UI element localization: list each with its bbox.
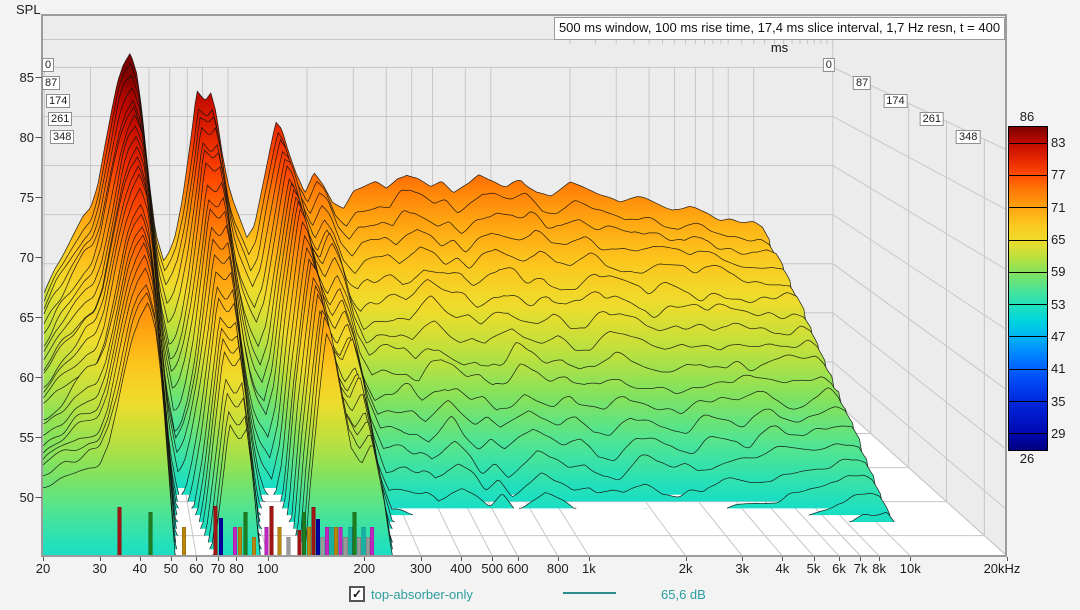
- spl-tick-label: 85: [19, 70, 34, 85]
- time-slice-label-left: 348: [50, 130, 75, 145]
- freq-tick-label: 70: [210, 561, 226, 576]
- colorbar-separator: [1009, 401, 1047, 403]
- freq-tick-label: 300: [410, 561, 432, 576]
- time-slice-label-right: 261: [919, 112, 944, 127]
- freq-tick-label: 4k: [775, 561, 790, 576]
- freq-tick-label: 6k: [832, 561, 846, 576]
- freq-tick-label: 200: [353, 561, 376, 576]
- freq-tick-label: 50: [163, 561, 179, 576]
- freq-tick-label: 10k: [899, 561, 921, 576]
- colorbar-tick-label: 83: [1051, 135, 1066, 151]
- colorbar-tick-label: 41: [1051, 361, 1066, 377]
- freq-tick-label: 20: [35, 561, 51, 576]
- legend-line-swatch: [563, 592, 616, 594]
- time-slice-label-left: 0: [42, 58, 55, 73]
- colorbar-tick-label: 77: [1051, 167, 1066, 183]
- colorbar-separator: [1009, 336, 1047, 338]
- time-slice-label-left: 174: [46, 94, 71, 109]
- colorbar-separator: [1009, 207, 1047, 209]
- colorbar-tick-label: 47: [1051, 328, 1066, 344]
- spl-tick-label: 55: [19, 430, 34, 445]
- colorbar-tick-label: 65: [1051, 232, 1066, 248]
- time-slice-label-left: 261: [48, 112, 73, 127]
- colorbar-tick-label: 71: [1051, 199, 1066, 215]
- spl-tick-label: 75: [19, 190, 34, 205]
- freq-tick-label: 40: [132, 561, 147, 576]
- time-slice-label-right: 87: [852, 76, 872, 91]
- time-slice-label-right: 348: [955, 130, 981, 145]
- freq-tick-label: 400: [450, 561, 472, 576]
- legend-value: 65,6 dB: [661, 587, 706, 602]
- colorbar-tick-label: 29: [1051, 425, 1066, 441]
- freq-tick-label: 30: [92, 561, 107, 576]
- colorbar-separator: [1009, 174, 1047, 176]
- freq-tick-label: 60: [189, 561, 204, 576]
- time-slice-label-right: 0: [822, 58, 835, 73]
- legend-trace-label[interactable]: top-absorber-only: [371, 587, 473, 602]
- freq-tick-label: 5k: [806, 561, 821, 576]
- colorbar-separator: [1009, 142, 1047, 144]
- colorbar-separator: [1009, 368, 1047, 370]
- colorbar-tick-label: 53: [1051, 296, 1066, 312]
- checkmark-icon: ✓: [351, 587, 363, 601]
- spl-tick-label: 80: [19, 130, 34, 145]
- freq-tick-label: 8k: [872, 561, 886, 576]
- time-slice-label-right: 174: [883, 94, 908, 109]
- colorbar-tick-label: 35: [1051, 393, 1066, 409]
- colorbar-gradient: [1008, 126, 1048, 451]
- freq-tick-label: 2k: [678, 561, 693, 576]
- colorbar-min-label: 26: [1019, 451, 1035, 466]
- colorbar-max-label: 86: [1019, 109, 1035, 124]
- freq-tick-label: 7k: [853, 561, 868, 576]
- spl-axis-title: SPL: [16, 2, 41, 17]
- colorbar-separator: [1009, 271, 1047, 273]
- spl-tick-label: 60: [19, 370, 34, 385]
- spl-tick-label: 65: [19, 310, 34, 325]
- colorbar-separator: [1009, 239, 1047, 241]
- time-slice-label-left: 87: [42, 76, 61, 91]
- legend-checkbox[interactable]: ✓: [349, 586, 365, 602]
- colorbar-separator: [1009, 304, 1047, 306]
- freq-tick-label: 800: [546, 561, 569, 576]
- spl-tick-label: 50: [19, 490, 34, 505]
- freq-tick-label: 3k: [735, 561, 750, 576]
- freq-tick-label: 600: [506, 561, 529, 576]
- freq-tick-label: 80: [229, 561, 244, 576]
- colorbar-separator: [1009, 433, 1047, 435]
- freq-tick-label: 100: [256, 561, 279, 576]
- colorbar-tick-label: 59: [1051, 264, 1066, 280]
- freq-tick-label: 20kHz: [983, 561, 1021, 576]
- freq-tick-label: 1k: [582, 561, 596, 576]
- spl-tick-label: 70: [19, 250, 34, 265]
- annotation-box: 500 ms window, 100 ms rise time, 17,4 ms…: [554, 17, 1005, 55]
- freq-tick-label: 500: [481, 561, 504, 576]
